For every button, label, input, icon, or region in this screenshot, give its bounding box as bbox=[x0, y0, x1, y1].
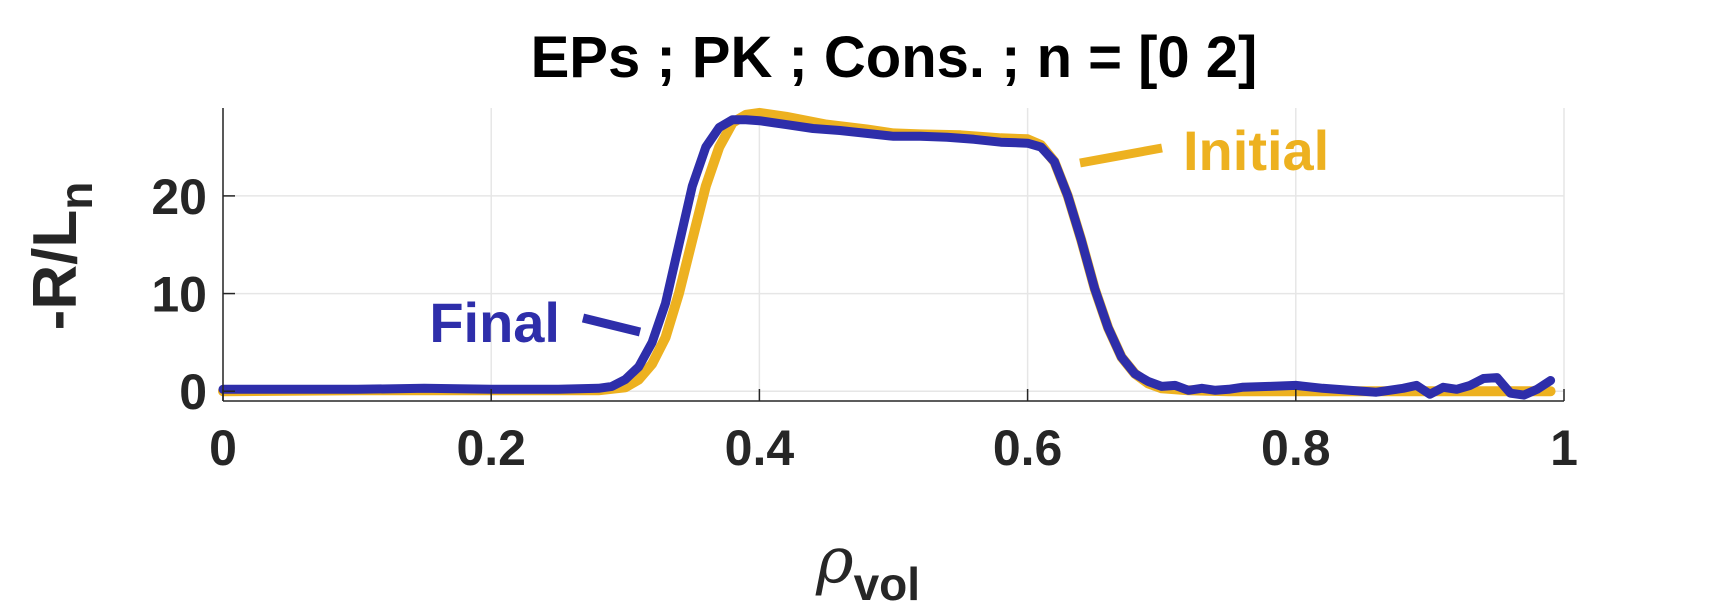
annotation-pointer-initial bbox=[1079, 143, 1163, 168]
y-tick-label: 10 bbox=[151, 267, 207, 323]
annotation-pointer-final bbox=[581, 313, 642, 337]
series-line-final bbox=[218, 115, 1556, 400]
annotations: Initial Final bbox=[429, 119, 1329, 354]
series-layer bbox=[218, 107, 1556, 400]
x-axis-label: ρvol bbox=[815, 524, 920, 610]
x-axis-label-main: ρ bbox=[815, 524, 854, 598]
chart-title: EPs ; PK ; Cons. ; n = [0 2] bbox=[531, 25, 1258, 90]
annotation-label-final: Final bbox=[429, 291, 560, 354]
x-tick-label: 0.4 bbox=[725, 420, 795, 476]
x-tick-label: 0.8 bbox=[1261, 420, 1331, 476]
y-axis-label: -R/Ln bbox=[21, 182, 102, 331]
axes-layer bbox=[222, 108, 1565, 402]
x-tick-label: 0.2 bbox=[456, 420, 526, 476]
x-tick-label: 0 bbox=[209, 420, 237, 476]
x-tick-label: 0.6 bbox=[993, 420, 1063, 476]
x-axis-label-subscript: vol bbox=[854, 558, 920, 610]
y-axis-label-main: -R/L bbox=[21, 210, 90, 331]
annotation-label-initial: Initial bbox=[1183, 119, 1329, 182]
x-tick-label: 1 bbox=[1550, 420, 1578, 476]
plot-background bbox=[223, 108, 1564, 401]
y-axis-label-subscript: n bbox=[50, 182, 102, 210]
y-tick-label: 20 bbox=[151, 169, 207, 225]
y-tick-label: 0 bbox=[179, 364, 207, 420]
